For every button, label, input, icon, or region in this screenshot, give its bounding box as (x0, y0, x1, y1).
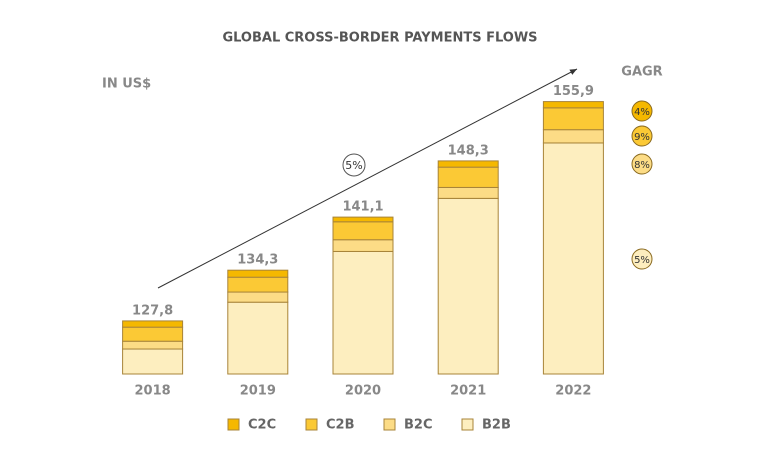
x-tick-label: 2021 (450, 384, 486, 399)
bar-segment (332, 239, 394, 252)
cagr-circle (631, 100, 653, 122)
cagr-title: GAGR (621, 65, 662, 80)
bar-segment (122, 326, 184, 342)
bar-segment (227, 276, 289, 293)
bar-segment (332, 250, 394, 375)
cagr-label: 9% (634, 132, 650, 143)
bar-segment (122, 348, 184, 375)
legend-swatch (305, 418, 318, 431)
trend-label: 5% (345, 159, 362, 172)
bar-segment (437, 160, 499, 168)
legend-label: C2B (326, 418, 355, 433)
total-label: 141,1 (342, 200, 383, 215)
cagr-label: 5% (634, 255, 650, 266)
legend-label: B2B (482, 418, 511, 433)
bar-segment (227, 291, 289, 303)
legend-label: B2C (404, 418, 433, 433)
bar-segment (227, 269, 289, 278)
bar-segment (332, 221, 394, 241)
total-label: 155,9 (553, 84, 594, 99)
bar-segment (122, 320, 184, 328)
total-label: 148,3 (448, 143, 489, 158)
x-tick-label: 2020 (345, 384, 381, 399)
legend-swatch (461, 418, 474, 431)
legend-label: C2C (248, 418, 276, 433)
legend-swatch (227, 418, 240, 431)
bar-segment (542, 142, 604, 375)
cagr-circle (631, 125, 653, 147)
bar-segment (542, 129, 604, 144)
bar-segment (542, 101, 604, 109)
x-tick-label: 2018 (135, 384, 171, 399)
legend-swatch (383, 418, 396, 431)
cagr-label: 8% (634, 160, 650, 171)
cagr-circle (631, 248, 653, 270)
trend-circle (342, 153, 366, 177)
x-tick-label: 2022 (555, 384, 591, 399)
chart-title: GLOBAL CROSS-BORDER PAYMENTS FLOWS (222, 31, 537, 46)
bar-segment (542, 107, 604, 131)
bar-segment (332, 216, 394, 223)
bar-segment (437, 186, 499, 199)
bar-segment (122, 340, 184, 350)
total-label: 134,3 (237, 253, 278, 268)
cagr-label: 4% (634, 107, 650, 118)
bar-segment (437, 166, 499, 188)
bar-segment (227, 301, 289, 375)
unit-label: IN US$ (102, 77, 151, 92)
trend-arrow (157, 68, 578, 289)
cagr-circle (631, 153, 653, 175)
bar-segment (437, 197, 499, 375)
total-label: 127,8 (132, 303, 173, 318)
x-tick-label: 2019 (240, 384, 276, 399)
